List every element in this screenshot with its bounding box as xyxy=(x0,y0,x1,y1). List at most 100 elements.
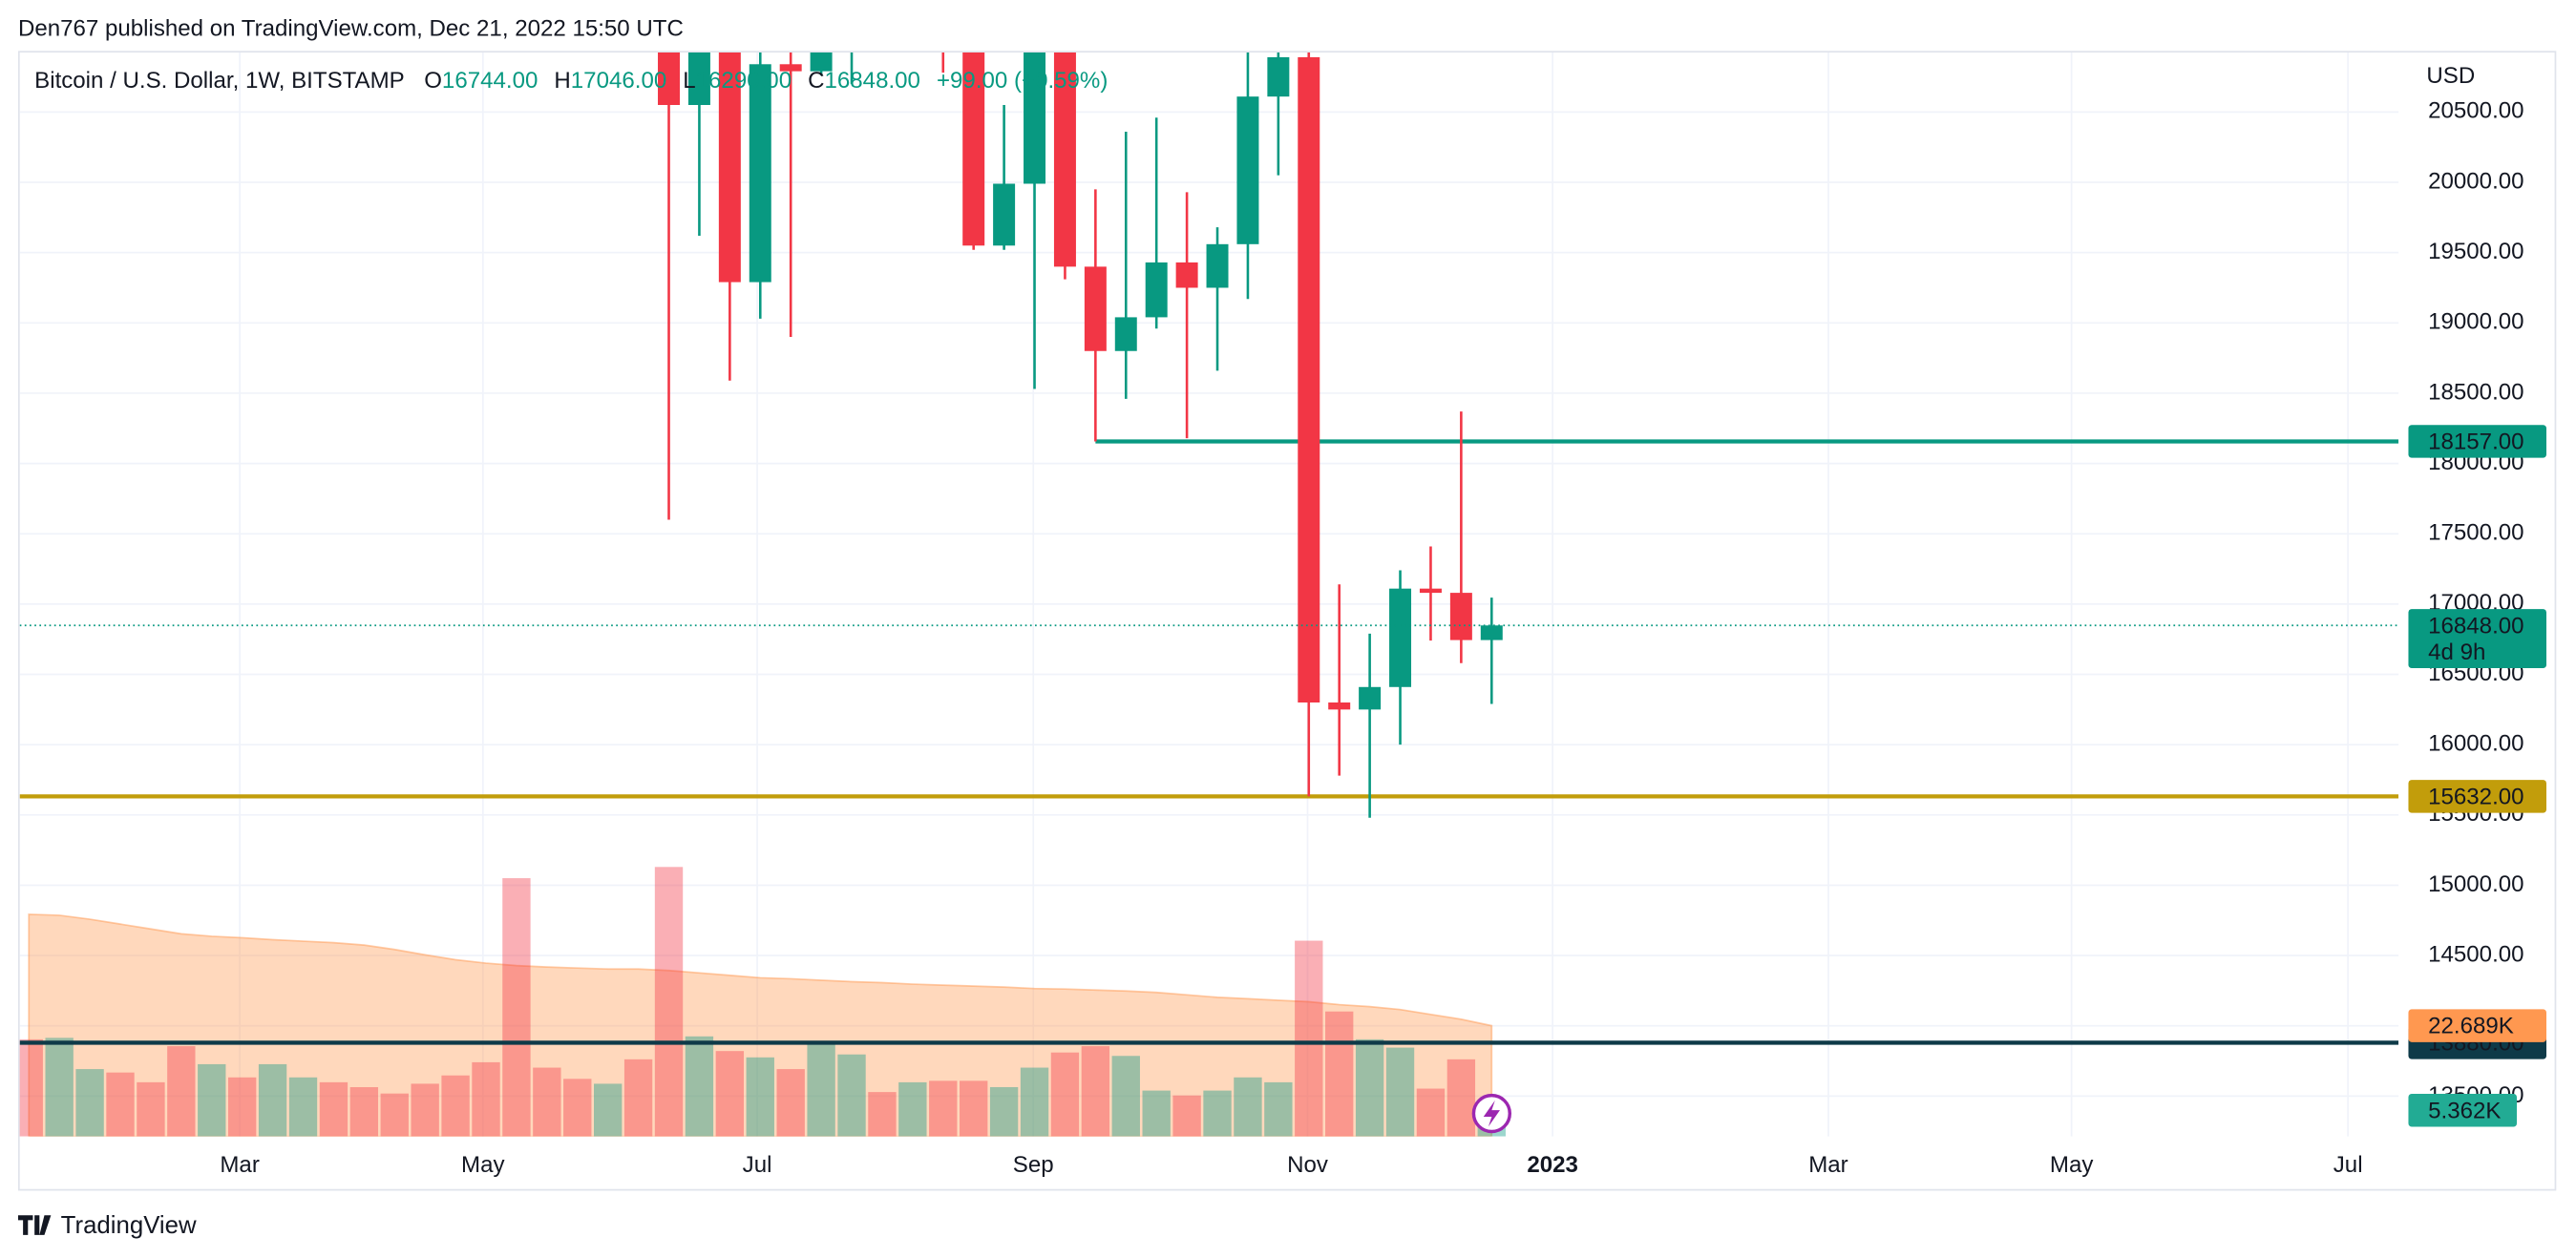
candle-body xyxy=(993,183,1016,246)
volume-label: 5.362K xyxy=(2428,1098,2501,1123)
volume-bar xyxy=(1142,1090,1171,1137)
brand-logo: TradingView xyxy=(17,1212,197,1239)
candle-body xyxy=(1419,588,1442,594)
candle-body xyxy=(1359,686,1382,710)
volume-bar xyxy=(75,1069,104,1137)
flash-icon[interactable] xyxy=(1471,1093,1512,1134)
volume-bar xyxy=(349,1087,379,1137)
volume-bar xyxy=(288,1077,318,1137)
price-label-box xyxy=(2408,425,2546,458)
candle-body xyxy=(1389,588,1412,687)
volume-bar xyxy=(623,1059,653,1137)
ohlc-legend: Bitcoin / U.S. Dollar, 1W, BITSTAMP O167… xyxy=(34,68,1108,94)
candle-body xyxy=(1328,702,1351,710)
chart-frame xyxy=(17,51,2557,1191)
price-label: 15632.00 xyxy=(2428,784,2523,809)
price-label: 18157.00 xyxy=(2428,430,2523,455)
volume-bar xyxy=(19,1038,43,1137)
volume-bar xyxy=(715,1051,745,1137)
volume-bar xyxy=(654,867,684,1137)
ohlc-key: C xyxy=(808,68,824,94)
volume-bar xyxy=(1172,1095,1201,1137)
x-tick-label: Mar xyxy=(220,1152,259,1178)
candle-body xyxy=(1206,243,1229,288)
volume-bar xyxy=(319,1081,348,1137)
volume-bar xyxy=(258,1063,287,1137)
y-tick-label: 16000.00 xyxy=(2428,731,2523,757)
volume-bar xyxy=(1325,1011,1354,1137)
y-tick-label: 17500.00 xyxy=(2428,520,2523,546)
candle-body xyxy=(1053,52,1076,267)
ohlc-change: +99.00 (+0.59%) xyxy=(937,68,1108,94)
volume-bar xyxy=(227,1077,257,1137)
candle-body xyxy=(1084,266,1107,351)
volume-bar xyxy=(137,1081,165,1137)
volume-bar xyxy=(1264,1081,1293,1137)
volume-bar xyxy=(1416,1088,1446,1137)
overlay: 13500.0014000.0014500.0015000.0015500.00… xyxy=(220,98,2546,1178)
candle-body xyxy=(1145,262,1168,318)
volume-bar xyxy=(533,1067,561,1137)
candle-body xyxy=(962,52,985,246)
candle-body xyxy=(1298,56,1320,702)
y-tick-label: 20500.00 xyxy=(2428,98,2523,124)
logo-mark xyxy=(17,1215,52,1235)
countdown-label: 4d 9h xyxy=(2428,639,2485,665)
volume-bar xyxy=(1111,1056,1140,1137)
ohlc-key: L xyxy=(683,68,695,94)
ohlc-value: 16744.00 xyxy=(442,68,538,94)
volume-bar xyxy=(198,1063,226,1137)
volume-bar xyxy=(685,1036,714,1137)
ohlc-value: 16848.00 xyxy=(825,68,920,94)
candle-body xyxy=(810,52,833,72)
volume-bar xyxy=(898,1081,927,1137)
volume-bar xyxy=(380,1093,409,1137)
flash-bolt[interactable] xyxy=(1483,1100,1500,1127)
volume-bar xyxy=(746,1057,774,1137)
x-tick-label: May xyxy=(461,1152,505,1178)
volume-bar xyxy=(502,878,531,1137)
volume-label-box xyxy=(2408,1094,2518,1127)
candle-body xyxy=(1449,593,1472,640)
volume-bar xyxy=(868,1092,897,1137)
brand-name: TradingView xyxy=(61,1212,197,1239)
volume-bar xyxy=(776,1069,805,1137)
symbol-title: Bitcoin / U.S. Dollar, 1W, BITSTAMP xyxy=(34,68,405,94)
volume-bar xyxy=(441,1075,470,1137)
y-tick-label: 15000.00 xyxy=(2428,871,2523,897)
volume-bar xyxy=(989,1087,1019,1137)
ohlc-key: O xyxy=(424,68,442,94)
candle-body xyxy=(1175,262,1198,288)
volume-bar xyxy=(1081,1046,1110,1137)
candle-body xyxy=(749,64,771,283)
candle-body xyxy=(1114,317,1137,351)
volume-bar xyxy=(411,1083,439,1137)
ohlc-key: H xyxy=(554,68,570,94)
volume-bar xyxy=(960,1080,988,1137)
volume-bar xyxy=(1295,940,1323,1137)
price-label-box xyxy=(2408,780,2546,813)
candle-body xyxy=(1480,625,1503,640)
last-price-label: 16848.00 xyxy=(2428,613,2523,639)
x-tick-label: Nov xyxy=(1287,1152,1328,1178)
x-tick-label: Jul xyxy=(2333,1152,2363,1178)
x-tick-label: Sep xyxy=(1013,1152,1054,1178)
y-tick-label: 20000.00 xyxy=(2428,168,2523,194)
volume-bar xyxy=(807,1042,835,1137)
volume-ma-label-box xyxy=(2408,1009,2546,1042)
volume-bar xyxy=(563,1079,592,1137)
volume-bar xyxy=(1446,1059,1476,1137)
volume-bar xyxy=(1385,1047,1415,1137)
candle-body xyxy=(687,52,710,105)
x-tick-label: May xyxy=(2050,1152,2094,1178)
volume-bar xyxy=(1234,1077,1262,1137)
currency-label: USD xyxy=(2426,63,2475,89)
y-tick-label: 14500.00 xyxy=(2428,941,2523,967)
plot-area xyxy=(19,52,2399,1137)
volume-ma-area xyxy=(28,913,1493,1137)
volume-bar xyxy=(106,1072,135,1137)
x-tick-label: Jul xyxy=(743,1152,772,1178)
y-tick-label: 18500.00 xyxy=(2428,379,2523,405)
